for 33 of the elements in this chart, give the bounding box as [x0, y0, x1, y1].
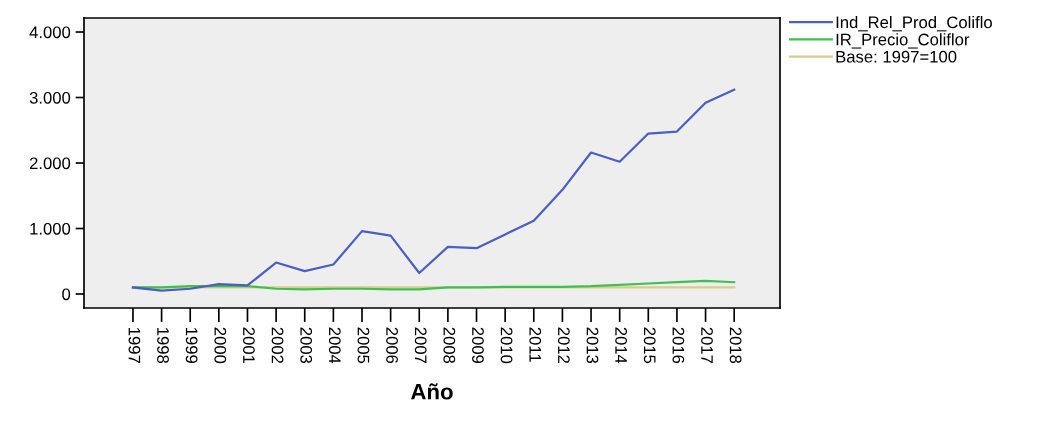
x-tick-label: 2000	[214, 327, 227, 364]
x-tick-label: 2011	[529, 327, 542, 362]
x-tick-label: 2004	[328, 327, 341, 364]
line-series	[131, 279, 736, 291]
x-tick-label: 2017	[701, 327, 713, 363]
x-tick-label: 2006	[386, 327, 398, 364]
x-tick-label: 1997	[128, 328, 141, 363]
x-tick-label: 1999	[185, 328, 198, 364]
x-tick-label: 2003	[300, 327, 313, 364]
x-tick-label: 2016	[672, 327, 685, 364]
legend-label: Ind_Rel_Prod_Coliflo	[836, 15, 992, 32]
line-series	[131, 88, 736, 292]
x-tick-label: 2002	[271, 327, 284, 363]
x-tick-label: 2007	[414, 327, 427, 363]
legend-label: Base: 1997=100	[836, 50, 957, 63]
x-tick-label: 2013	[586, 327, 599, 364]
y-tick-label: 4.000	[29, 26, 71, 39]
y-tick-label: 0	[62, 288, 71, 301]
x-tick-label: 2010	[500, 327, 513, 364]
x-tick-label: 2009	[472, 327, 484, 364]
x-tick-label: 2018	[729, 327, 742, 364]
x-tick-label: 2012	[557, 327, 570, 363]
y-tick-label: 3.000	[29, 91, 71, 104]
x-tick-label: 2014	[615, 327, 627, 364]
x-tick-label: 2005	[357, 327, 370, 364]
x-axis-title: Año	[410, 383, 453, 400]
x-tick-label: 2015	[643, 327, 656, 364]
legend-label: IR_Precio_Coliflor	[836, 33, 970, 49]
x-tick-label: 2008	[443, 327, 456, 364]
y-tick-label: 2.000	[29, 157, 71, 170]
y-tick-label: 1.000	[30, 222, 71, 235]
x-tick-label: 2001	[243, 327, 255, 364]
x-tick-label: 1998	[157, 328, 169, 364]
